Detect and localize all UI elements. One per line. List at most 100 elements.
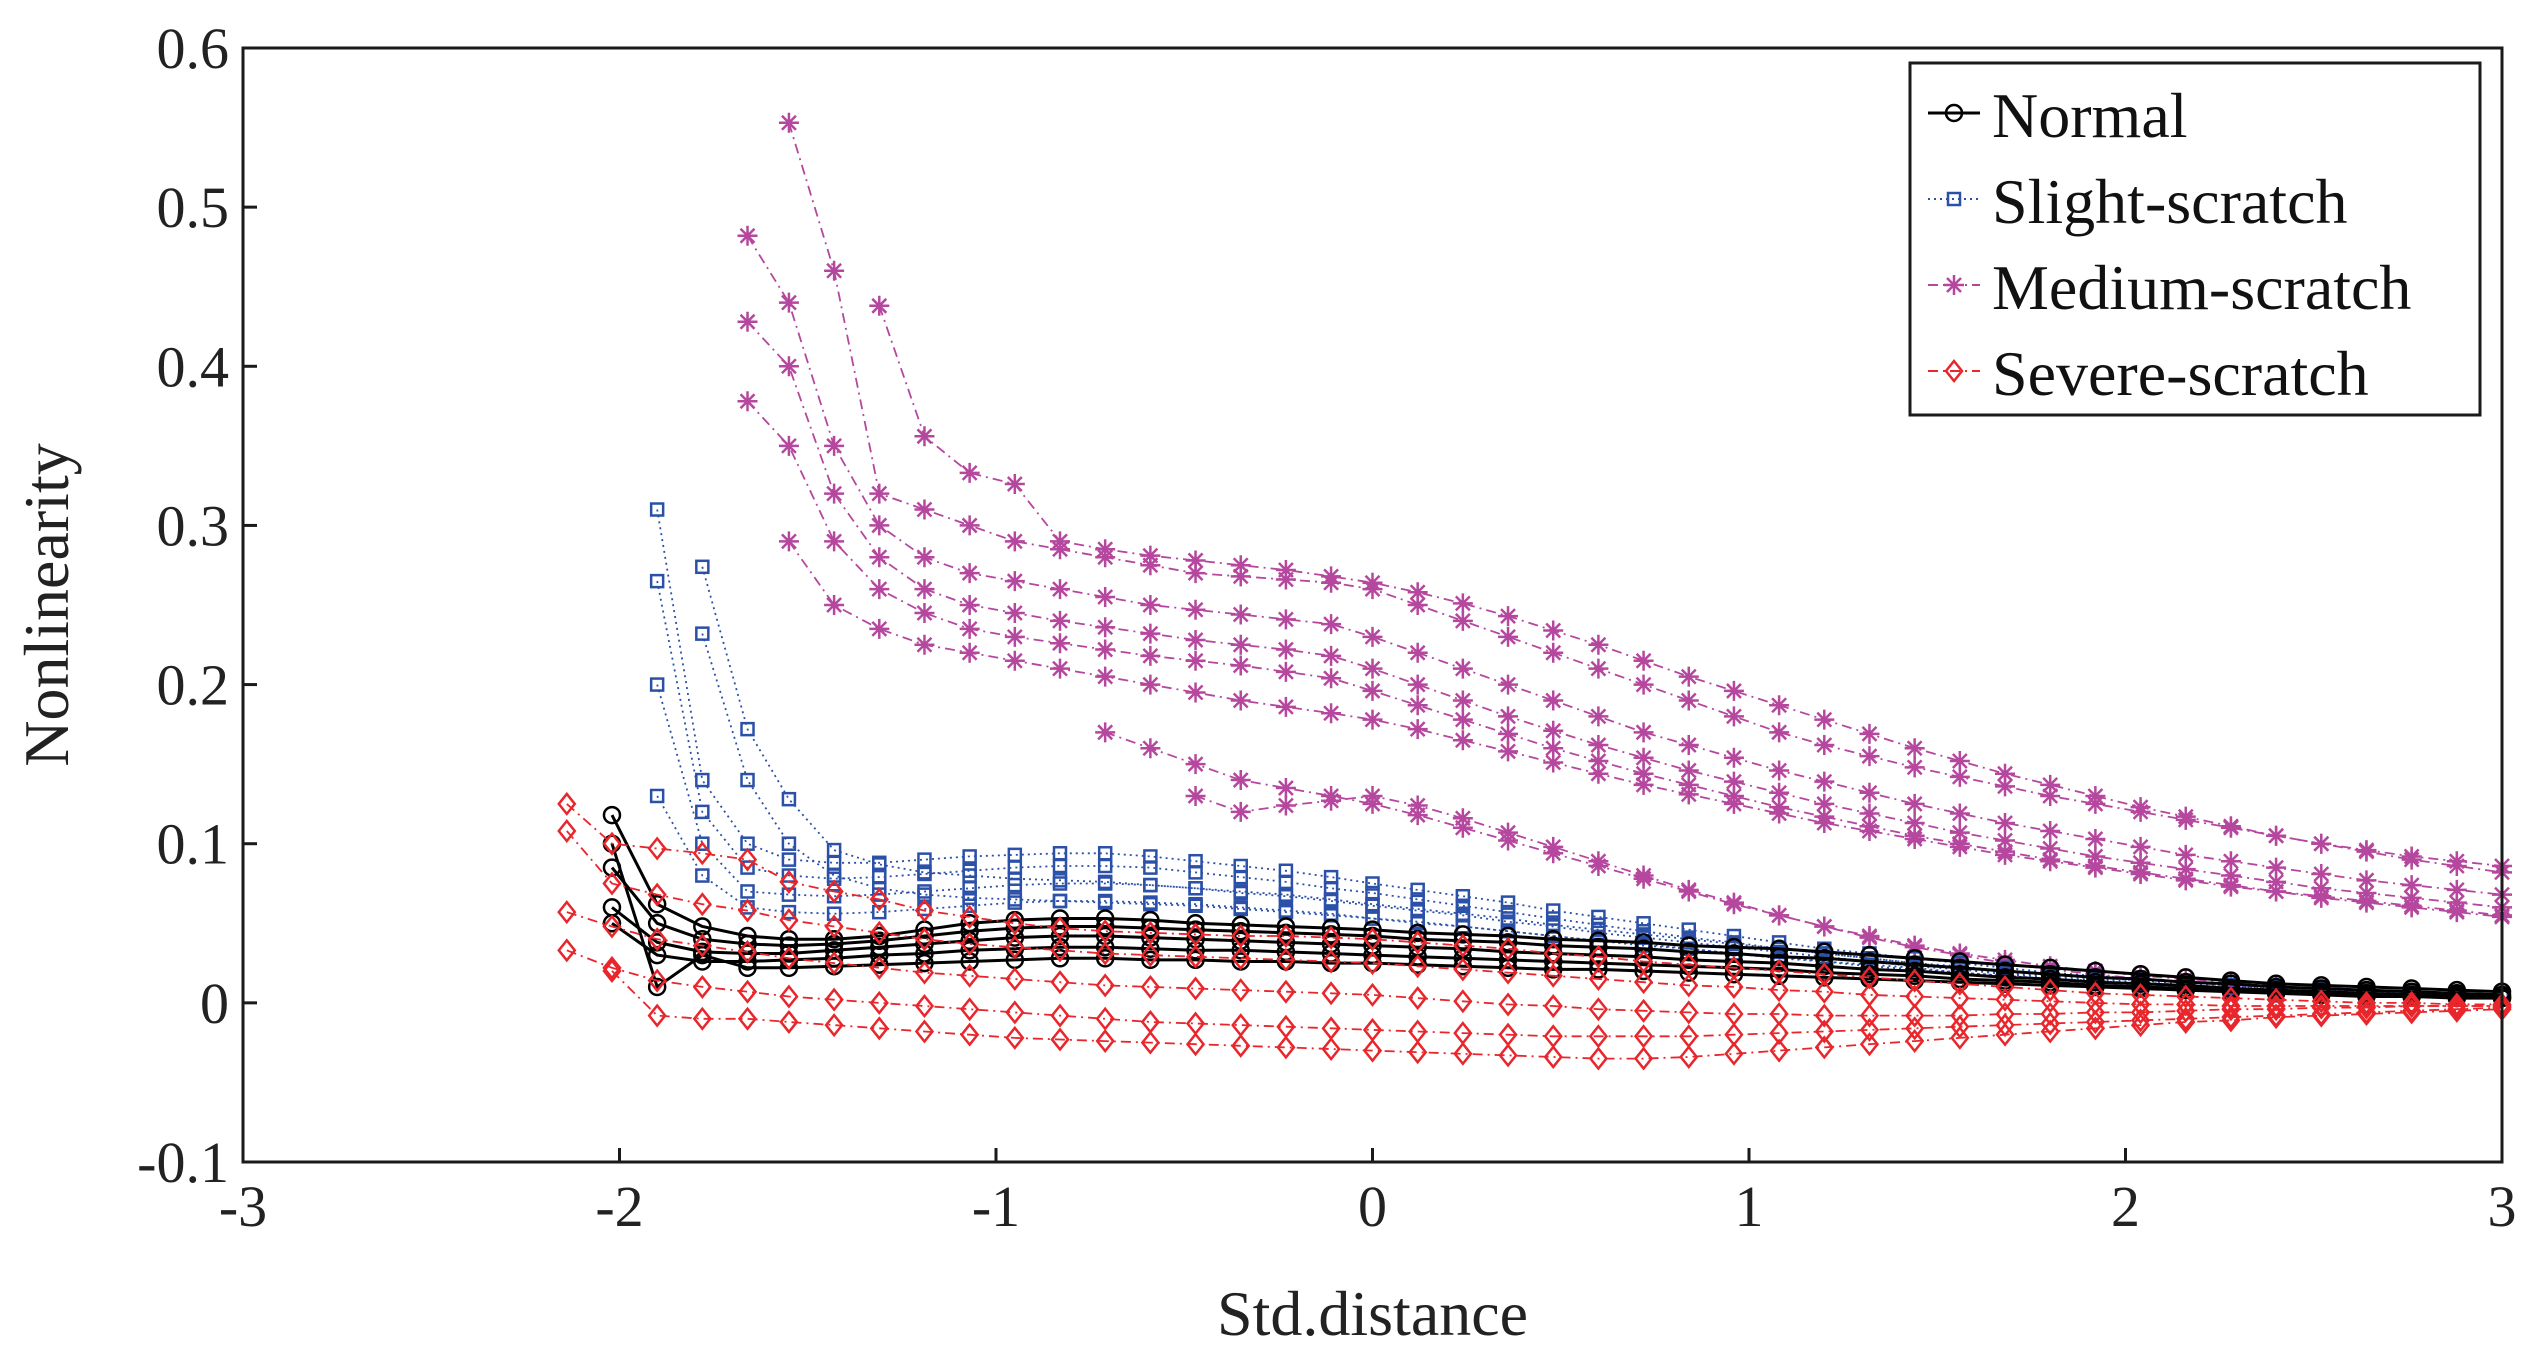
data-point-normal [1186,941,1205,960]
data-point-severe-scratch [737,979,758,1004]
data-point-normal [1453,925,1473,944]
data-point-severe-scratch [1543,1044,1563,1069]
data-point-severe-scratch [1321,981,1341,1006]
data-point-severe-scratch [647,882,667,907]
data-point-medium-scratch [959,515,980,536]
y-tick-label: 0.1 [157,812,230,877]
data-point-medium-scratch [959,642,980,663]
data-point-medium-scratch [1904,828,1925,849]
data-point-severe-scratch [1005,1025,1025,1050]
data-point-medium-scratch [1275,559,1296,580]
data-point-severe-scratch [1231,946,1251,971]
data-point-slight-scratch [1545,903,1561,918]
data-point-normal [1005,928,1025,947]
data-point-slight-scratch [872,857,887,872]
data-point-medium-scratch [1949,750,1970,771]
data-point-medium-scratch [1095,722,1116,743]
data-point-medium-scratch [1633,722,1654,743]
data-point-severe-scratch [1185,1032,1206,1057]
data-point-normal [1141,918,1160,938]
data-point-medium-scratch [1275,639,1296,660]
data-point-medium-scratch [1407,582,1428,603]
data-point-medium-scratch [1543,690,1564,711]
x-tick-label: -2 [595,1174,643,1239]
data-point-severe-scratch [1140,974,1160,999]
data-point-severe-scratch [1950,1025,1970,1050]
series-line-severe-scratch-0 [566,803,2502,1006]
data-point-severe-scratch [602,955,622,980]
data-point-normal [1995,961,2015,981]
data-point-severe-scratch [1859,965,1880,990]
data-point-normal [1589,960,1608,979]
data-point-severe-scratch [1408,986,1428,1011]
legend-marker-medium-scratch [1944,275,1964,295]
data-point-normal [647,914,667,933]
data-point-severe-scratch [2402,1000,2422,1025]
data-point-medium-scratch [1543,738,1564,759]
data-point-medium-scratch [1995,844,2016,865]
legend-swatch-medium-scratch [1928,275,1980,295]
data-point-medium-scratch [1723,771,1744,792]
data-point-medium-scratch [914,547,935,568]
data-point-normal [1095,917,1115,936]
data-point-slight-scratch [1410,901,1425,917]
y-tick-label: 0.2 [157,653,230,718]
data-point-medium-scratch [2356,870,2377,891]
data-point-severe-scratch [1543,963,1563,988]
data-point-severe-scratch [692,892,712,917]
data-point-medium-scratch [1230,604,1251,625]
data-point-medium-scratch [1588,634,1609,655]
data-point-normal [2176,980,2195,1000]
data-point-severe-scratch [2040,1019,2060,1044]
data-point-severe-scratch [1814,962,1834,987]
data-point-medium-scratch [2266,881,2287,902]
data-point-severe-scratch [1005,935,1025,960]
data-point-normal [1408,923,1427,943]
data-point-medium-scratch [2130,797,2151,818]
data-point-medium-scratch [1678,760,1699,781]
y-tick-label: 0.4 [157,334,230,399]
data-point-medium-scratch [1185,682,1206,703]
data-point-medium-scratch [2311,863,2332,884]
y-tick-label: 0.3 [157,493,230,558]
data-point-medium-scratch [1321,668,1342,689]
data-point-medium-scratch [914,602,935,623]
data-point-severe-scratch [779,946,799,971]
data-point-slight-scratch [1365,896,1380,912]
data-point-slight-scratch [781,791,797,807]
data-point-slight-scratch [781,852,797,867]
data-point-severe-scratch [824,987,844,1012]
data-point-medium-scratch [1769,905,1790,926]
data-point-severe-scratch [1588,1046,1609,1071]
data-point-severe-scratch [1231,924,1251,949]
x-tick-label: 2 [2111,1174,2140,1239]
data-point-medium-scratch [1498,706,1519,727]
data-point-medium-scratch [824,260,845,281]
data-point-slight-scratch [649,677,665,692]
data-point-severe-scratch [824,879,844,904]
data-point-normal [1950,952,1970,971]
data-point-medium-scratch [1904,757,1925,778]
data-point-severe-scratch [1769,978,1789,1003]
data-point-severe-scratch [1769,1038,1789,1063]
data-point-medium-scratch [1140,623,1161,644]
data-point-slight-scratch [962,868,977,883]
data-point-severe-scratch [1814,979,1834,1004]
data-point-medium-scratch [1004,650,1025,671]
data-point-medium-scratch [2040,774,2061,795]
data-point-slight-scratch [1007,871,1023,886]
data-point-medium-scratch [2311,833,2332,854]
data-point-slight-scratch [740,860,755,875]
data-point-normal [1860,960,1879,979]
data-point-normal [2402,987,2421,1006]
data-point-medium-scratch [2040,851,2061,872]
x-tick-label: -3 [219,1174,267,1239]
data-point-normal [1769,947,1789,966]
data-point-medium-scratch [737,391,758,412]
data-point-medium-scratch [1185,785,1206,806]
data-point-medium-scratch [1633,774,1654,795]
data-point-severe-scratch [869,1016,889,1041]
data-point-normal [1860,945,1879,965]
data-point-severe-scratch [1005,966,1025,991]
data-point-normal [647,945,667,965]
